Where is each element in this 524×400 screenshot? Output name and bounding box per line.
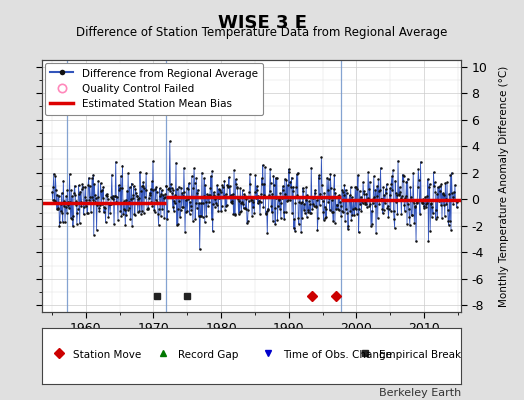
Text: Record Gap: Record Gap <box>178 350 238 360</box>
Text: Station Move: Station Move <box>73 350 141 360</box>
Y-axis label: Monthly Temperature Anomaly Difference (°C): Monthly Temperature Anomaly Difference (… <box>498 65 508 307</box>
Text: Empirical Break: Empirical Break <box>379 350 462 360</box>
Text: Difference of Station Temperature Data from Regional Average: Difference of Station Temperature Data f… <box>77 26 447 39</box>
Text: Time of Obs. Change: Time of Obs. Change <box>283 350 392 360</box>
Text: Berkeley Earth: Berkeley Earth <box>379 388 461 398</box>
Legend: Difference from Regional Average, Quality Control Failed, Estimated Station Mean: Difference from Regional Average, Qualit… <box>45 63 263 115</box>
Text: WISE 3 E: WISE 3 E <box>217 14 307 32</box>
